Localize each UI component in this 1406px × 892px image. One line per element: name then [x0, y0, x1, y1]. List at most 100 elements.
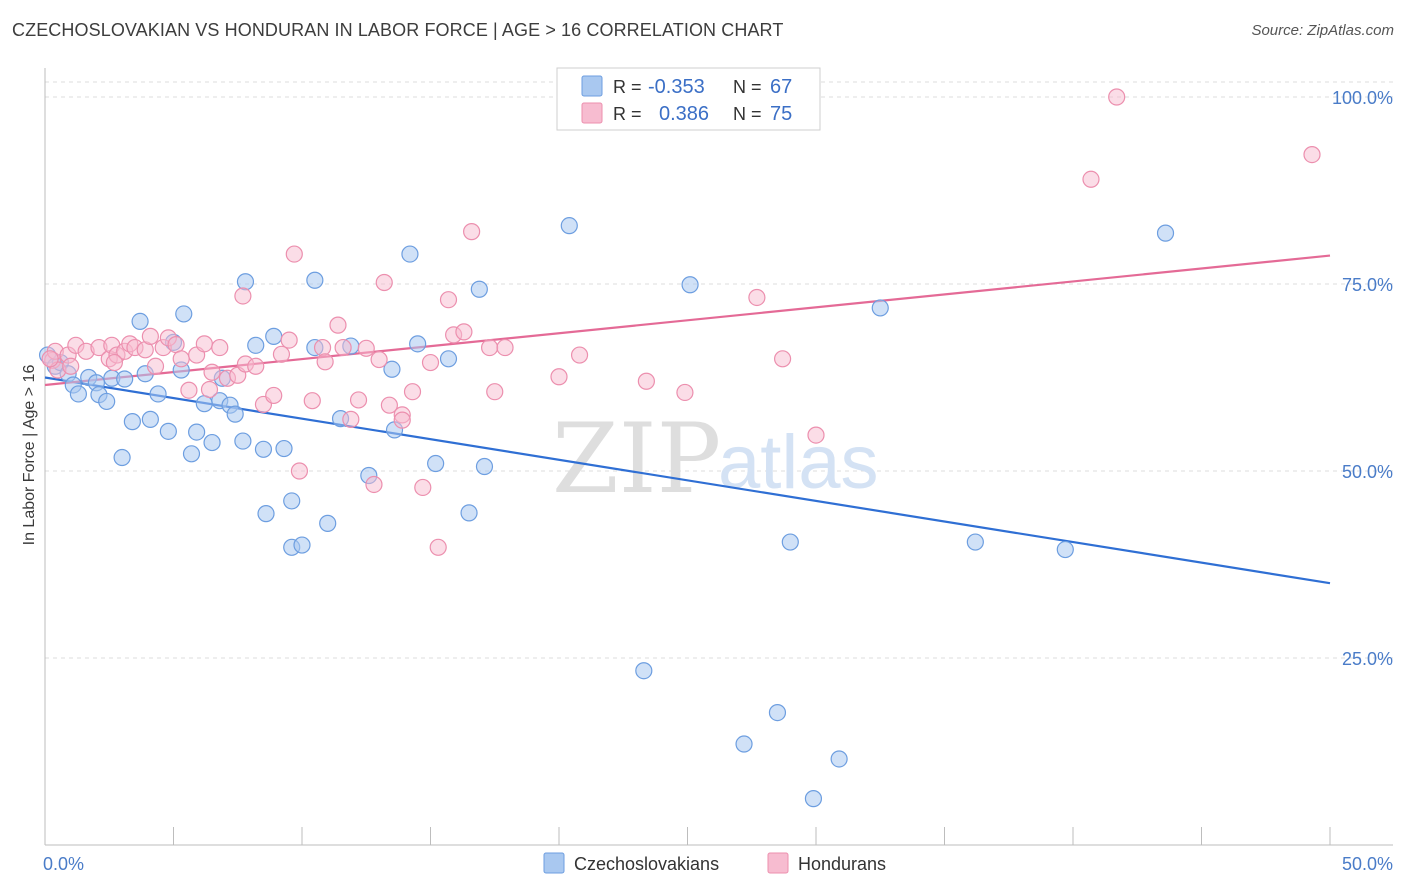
series-legend: Czechoslovakians Hondurans — [543, 852, 886, 874]
honduran-point-53 — [421, 353, 440, 372]
honduran-point-66 — [748, 288, 766, 307]
honduran-point-23 — [200, 380, 219, 399]
czechoslovakians-points — [38, 217, 1175, 808]
czechoslovakian-point-63 — [871, 299, 889, 317]
source-label: Source: ZipAtlas.com — [1251, 22, 1394, 39]
honduran-point-45 — [365, 475, 383, 494]
honduran-point-19 — [172, 350, 190, 368]
honduran-point-34 — [280, 331, 298, 349]
czechoslovakian-point-36 — [275, 439, 293, 458]
axes — [44, 68, 1393, 846]
czechoslovakian-point-18 — [159, 422, 177, 440]
czechoslovakian-point-31 — [236, 273, 255, 291]
honduran-point-18 — [167, 335, 185, 354]
czechoslovakian-point-23 — [188, 423, 206, 441]
honduran-point-72 — [41, 350, 59, 368]
tick-labels: 25.0% 50.0% 75.0% 100.0% 0.0% 50.0% — [43, 88, 1393, 874]
czechoslovakian-point-40 — [306, 271, 324, 289]
y-tick-label-75: 75.0% — [1342, 275, 1393, 295]
honduran-point-39 — [316, 353, 334, 371]
hondurans-points — [41, 88, 1321, 556]
honduran-point-14 — [141, 327, 159, 345]
honduran-point-38 — [313, 338, 332, 357]
czechoslovakian-point-65 — [1056, 540, 1074, 559]
honduran-point-48 — [380, 396, 398, 414]
x-tick-label-start: 0.0% — [43, 854, 84, 874]
czechoslovakian-point-13 — [123, 413, 141, 431]
watermark: ZIP atlas — [552, 403, 879, 515]
bottom-legend-swatch-blue — [543, 852, 565, 874]
czechoslovakian-point-66 — [1156, 224, 1175, 242]
honduran-point-20 — [180, 381, 198, 399]
czechoslovakian-point-29 — [226, 405, 244, 423]
czechoslovakian-point-32 — [247, 336, 265, 354]
y-tick-label-25: 25.0% — [1342, 649, 1393, 669]
honduran-point-71 — [1303, 145, 1321, 164]
czechoslovakian-point-59 — [768, 704, 787, 722]
honduran-point-52 — [414, 478, 432, 497]
czechoslovakian-point-55 — [560, 217, 578, 235]
honduran-point-74 — [105, 353, 123, 372]
legend-n-label-2: N = — [733, 104, 762, 124]
honduran-point-54 — [429, 538, 447, 556]
czechoslovakian-point-24 — [195, 395, 213, 413]
watermark-zip: ZIP — [552, 403, 721, 515]
bottom-legend-label-1: Czechoslovakians — [574, 854, 719, 874]
honduran-point-22 — [195, 335, 213, 353]
czechoslovakian-point-46 — [383, 360, 401, 378]
czechoslovakian-point-16 — [141, 410, 159, 428]
czechoslovakian-point-50 — [427, 454, 445, 473]
honduran-point-67 — [773, 350, 792, 368]
honduran-point-28 — [234, 287, 252, 305]
czechoslovakian-point-54 — [475, 457, 494, 476]
honduran-point-46 — [370, 350, 388, 369]
bottom-legend-label-2: Hondurans — [798, 854, 886, 874]
legend-n-value-1: 67 — [770, 76, 792, 98]
honduran-point-32 — [265, 386, 283, 405]
honduran-point-50 — [393, 411, 411, 429]
chart-title: CZECHOSLOVAKIAN VS HONDURAN IN LABOR FOR… — [12, 20, 784, 40]
czechoslovakian-point-42 — [319, 514, 337, 532]
czechoslovakian-point-5 — [69, 385, 88, 403]
czechoslovakian-point-22 — [182, 445, 201, 463]
honduran-point-41 — [334, 338, 352, 357]
honduran-point-59 — [481, 338, 499, 357]
honduran-point-55 — [439, 291, 458, 309]
y-axis-label: In Labor Force | Age > 16 — [21, 365, 38, 546]
honduran-point-36 — [290, 462, 309, 480]
honduran-point-15 — [146, 357, 165, 375]
legend-r-value-1: -0.353 — [648, 76, 705, 98]
czechoslovakian-point-53 — [470, 280, 488, 298]
honduran-point-63 — [570, 346, 589, 364]
czechoslovakian-point-12 — [116, 370, 134, 388]
watermark-atlas: atlas — [718, 420, 879, 505]
honduran-point-60 — [486, 383, 504, 401]
honduran-point-73 — [62, 357, 80, 375]
czechoslovakian-point-34 — [257, 505, 275, 523]
czechoslovakian-point-62 — [830, 750, 848, 768]
czechoslovakian-point-48 — [401, 245, 419, 263]
czechoslovakian-point-33 — [254, 440, 273, 458]
honduran-point-33 — [272, 345, 291, 363]
czechoslovakian-point-49 — [409, 335, 427, 353]
czechoslovakian-point-61 — [804, 790, 823, 808]
honduran-point-44 — [357, 339, 375, 357]
czechoslovakian-point-35 — [265, 327, 283, 345]
honduran-point-40 — [329, 316, 347, 334]
correlation-legend: R = -0.353 N = 67 R = 0.386 N = 75 — [556, 67, 821, 131]
honduran-point-25 — [211, 338, 229, 357]
legend-r-value-2: 0.386 — [659, 103, 709, 125]
czechoslovakian-point-51 — [439, 350, 458, 368]
y-tick-label-50: 50.0% — [1342, 462, 1393, 482]
honduran-point-64 — [637, 372, 655, 390]
x-tick-label-end: 50.0% — [1342, 854, 1393, 874]
czechoslovakian-point-9 — [98, 392, 116, 411]
honduran-point-57 — [455, 323, 473, 341]
honduran-point-37 — [303, 392, 321, 410]
honduran-point-61 — [496, 338, 514, 357]
czechoslovakian-point-60 — [781, 533, 799, 551]
honduran-point-69 — [1082, 170, 1100, 188]
czechoslovakian-point-30 — [234, 432, 252, 450]
honduran-point-65 — [676, 383, 694, 402]
